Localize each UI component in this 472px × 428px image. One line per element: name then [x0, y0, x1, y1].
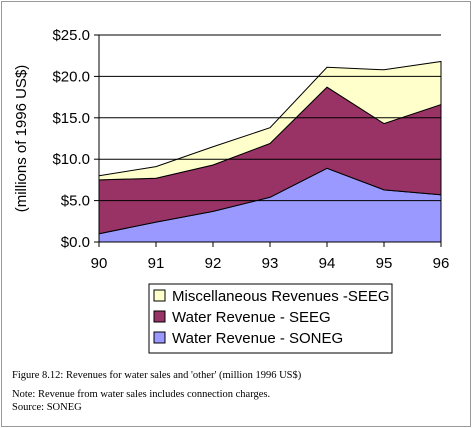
- figure-caption: Figure 8.12: Revenues for water sales an…: [12, 369, 467, 414]
- legend-box: [148, 283, 393, 354]
- legend-swatch: [153, 331, 166, 344]
- x-tick-label: 95: [376, 255, 393, 272]
- y-tick-label: $25.0: [52, 27, 90, 44]
- y-tick-label: $0.0: [61, 234, 90, 251]
- x-tick-label: 93: [262, 255, 279, 272]
- y-axis-title: (millions of 1996 US$): [13, 65, 30, 213]
- stacked-area-chart: $0.0 $5.0 $10.0 $15.0 $20.0 $25.0 90 91 92 93 94 95…: [13, 27, 450, 354]
- x-tick-label: 96: [433, 255, 450, 272]
- figure-title: Figure 8.12: Revenues for water sales an…: [12, 370, 302, 381]
- legend-label: Water Revenue - SONEG: [172, 330, 343, 347]
- x-tick-label: 91: [148, 255, 165, 272]
- figure-note: Note: Revenue from water sales includes …: [12, 389, 271, 400]
- legend: Miscellaneous Revenues -SEEG Water Revenu…: [148, 283, 393, 354]
- y-tick-label: $5.0: [61, 193, 90, 210]
- legend-label: Miscellaneous Revenues -SEEG: [172, 288, 390, 305]
- y-tick-label: $10.0: [52, 151, 90, 168]
- y-tick-label: $15.0: [52, 110, 90, 127]
- y-tick-label: $20.0: [52, 68, 90, 85]
- legend-swatch: [153, 289, 166, 302]
- figure-source: Source: SONEG: [12, 402, 82, 413]
- x-tick-label: 94: [319, 255, 336, 272]
- x-tick-label: 90: [91, 255, 108, 272]
- legend-swatch: [153, 310, 166, 323]
- area-series-2: [98, 60, 442, 181]
- x-tick-label: 92: [205, 255, 222, 272]
- legend-label: Water Revenue - SEEG: [172, 309, 331, 326]
